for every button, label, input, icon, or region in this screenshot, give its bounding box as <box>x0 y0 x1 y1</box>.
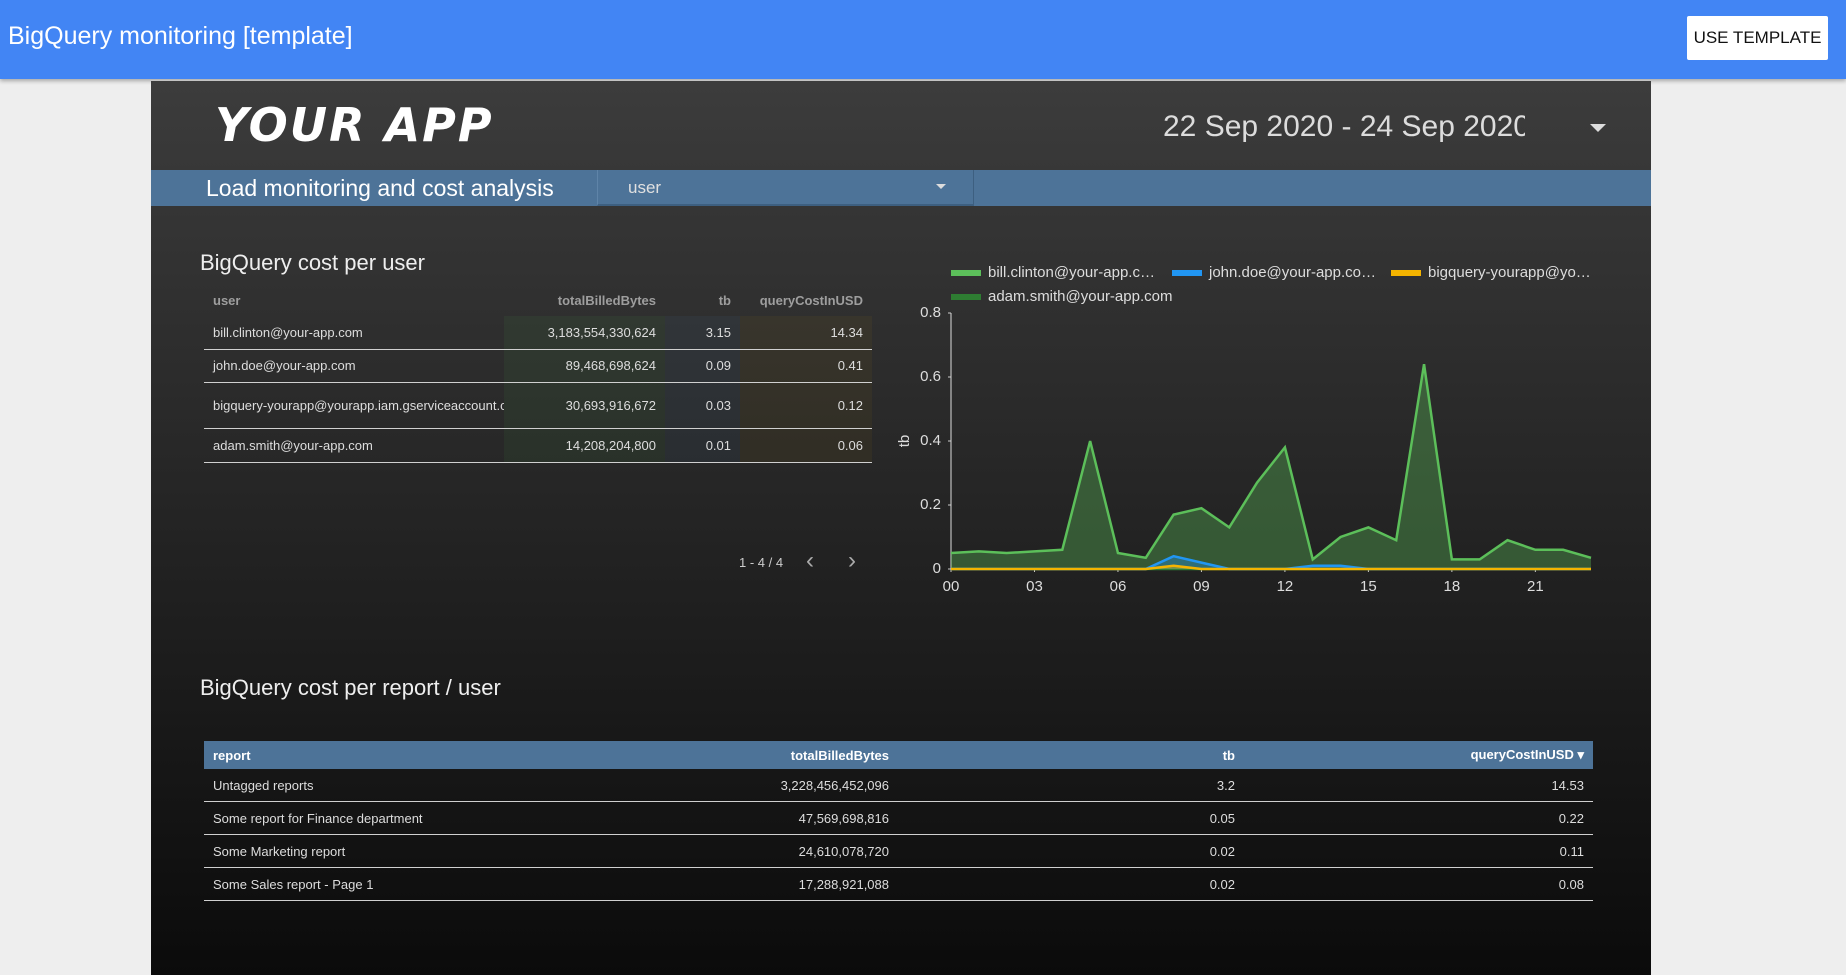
x-tick-label: 12 <box>1277 578 1294 595</box>
legend-swatch <box>951 270 981 276</box>
x-tick-label: 00 <box>943 578 960 595</box>
x-tick-label: 09 <box>1193 578 1210 595</box>
legend-label: bill.clinton@your-app.c… <box>988 264 1155 281</box>
y-tick-label: 0.8 <box>920 304 941 321</box>
y-tick-label: 0.6 <box>920 368 941 385</box>
x-tick-label: 06 <box>1110 578 1127 595</box>
y-tick-label: 0 <box>933 560 941 577</box>
legend-label: adam.smith@your-app.com <box>988 288 1172 305</box>
legend-swatch <box>1391 270 1421 276</box>
legend-label: john.doe@your-app.co… <box>1208 264 1376 281</box>
x-tick-label: 15 <box>1360 578 1377 595</box>
y-axis-label: tb <box>896 435 913 448</box>
x-tick-label: 03 <box>1026 578 1043 595</box>
y-tick-label: 0.2 <box>920 496 941 513</box>
legend-swatch <box>1172 270 1202 276</box>
x-tick-label: 18 <box>1444 578 1461 595</box>
legend-swatch <box>951 294 981 300</box>
legend-label: bigquery-yourapp@yo… <box>1428 264 1591 281</box>
y-tick-label: 0.4 <box>920 432 941 449</box>
x-tick-label: 21 <box>1527 578 1544 595</box>
